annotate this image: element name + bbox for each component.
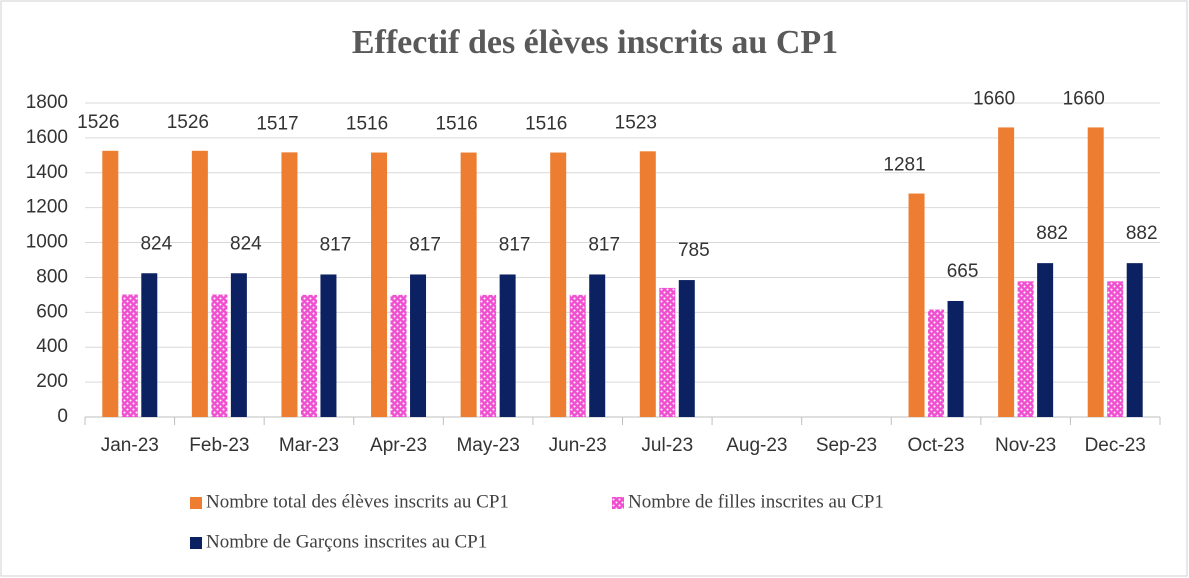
data-label: 1523	[615, 112, 657, 133]
bar	[230, 273, 247, 417]
y-tick-label: 1200	[26, 197, 68, 218]
x-tick-label: Oct-23	[908, 435, 965, 456]
data-label: 1281	[883, 155, 925, 176]
chart-title: Effectif des élèves inscrits au CP1	[352, 24, 838, 61]
x-tick-label: Jul-23	[641, 435, 693, 456]
bar	[659, 287, 676, 417]
x-tick-label: Sep-23	[816, 435, 877, 456]
data-label: 824	[230, 233, 262, 254]
y-tick-label: 1800	[26, 92, 68, 113]
bar	[281, 152, 298, 417]
data-label: 1516	[525, 114, 567, 135]
bar	[550, 152, 567, 417]
data-label: 882	[1126, 223, 1158, 244]
data-label: 817	[320, 234, 352, 255]
x-tick-label: Feb-23	[189, 435, 249, 456]
x-tick-label: Mar-23	[279, 435, 339, 456]
y-tick-label: 200	[36, 371, 68, 392]
data-label: 824	[140, 233, 172, 254]
y-tick-label: 600	[36, 301, 68, 322]
bar	[102, 150, 119, 417]
bar	[1087, 127, 1104, 417]
bar	[320, 274, 337, 417]
data-label: 1517	[256, 113, 298, 134]
bar	[569, 294, 586, 417]
data-label: 1660	[973, 88, 1015, 109]
data-label: 1660	[1063, 88, 1105, 109]
bar	[480, 294, 497, 417]
bar	[1017, 281, 1034, 417]
data-label: 817	[588, 234, 620, 255]
data-label: 1526	[77, 112, 119, 133]
y-tick-label: 1400	[26, 162, 68, 183]
data-label: 1516	[346, 114, 388, 135]
x-tick-label: May-23	[456, 435, 519, 456]
x-tick-label: Aug-23	[726, 435, 787, 456]
legend-label: Nombre de filles inscrites au CP1	[628, 491, 884, 512]
y-tick-label: 1000	[26, 232, 68, 253]
bar	[460, 152, 477, 417]
legend-swatch	[190, 497, 202, 509]
data-label: 817	[499, 234, 531, 255]
data-label: 785	[678, 240, 710, 261]
bar	[300, 294, 317, 417]
bar	[589, 274, 606, 417]
bar	[211, 294, 228, 417]
legend-label: Nombre total des élèves inscrits au CP1	[206, 491, 509, 512]
y-tick-label: 800	[36, 266, 68, 287]
bar	[639, 151, 656, 417]
legend-label: Nombre de Garçons inscrites au CP1	[206, 531, 487, 552]
bar	[499, 274, 516, 417]
bar	[410, 274, 427, 417]
bar	[1126, 263, 1143, 417]
bar	[908, 193, 925, 417]
y-tick-label: 0	[57, 406, 68, 427]
x-tick-label: Jun-23	[549, 435, 607, 456]
y-tick-label: 1600	[26, 127, 68, 148]
x-tick-label: Nov-23	[995, 435, 1056, 456]
data-label: 1526	[167, 112, 209, 133]
bar	[678, 280, 695, 417]
bar	[390, 294, 407, 417]
legend-swatch	[190, 537, 202, 549]
data-label: 882	[1036, 223, 1068, 244]
data-label: 665	[947, 261, 979, 282]
bar	[1037, 263, 1054, 417]
bar	[371, 152, 388, 417]
x-tick-label: Apr-23	[370, 435, 427, 456]
bar	[1107, 281, 1124, 417]
legend-swatch	[612, 497, 624, 509]
bar	[947, 300, 964, 417]
bar	[928, 309, 945, 417]
data-label: 817	[409, 234, 441, 255]
x-tick-label: Jan-23	[101, 435, 159, 456]
x-tick-label: Dec-23	[1085, 435, 1146, 456]
bar	[141, 273, 158, 417]
data-label: 1516	[435, 114, 477, 135]
y-tick-label: 400	[36, 336, 68, 357]
bar	[998, 127, 1015, 417]
bar	[121, 294, 138, 417]
bar	[191, 150, 208, 417]
